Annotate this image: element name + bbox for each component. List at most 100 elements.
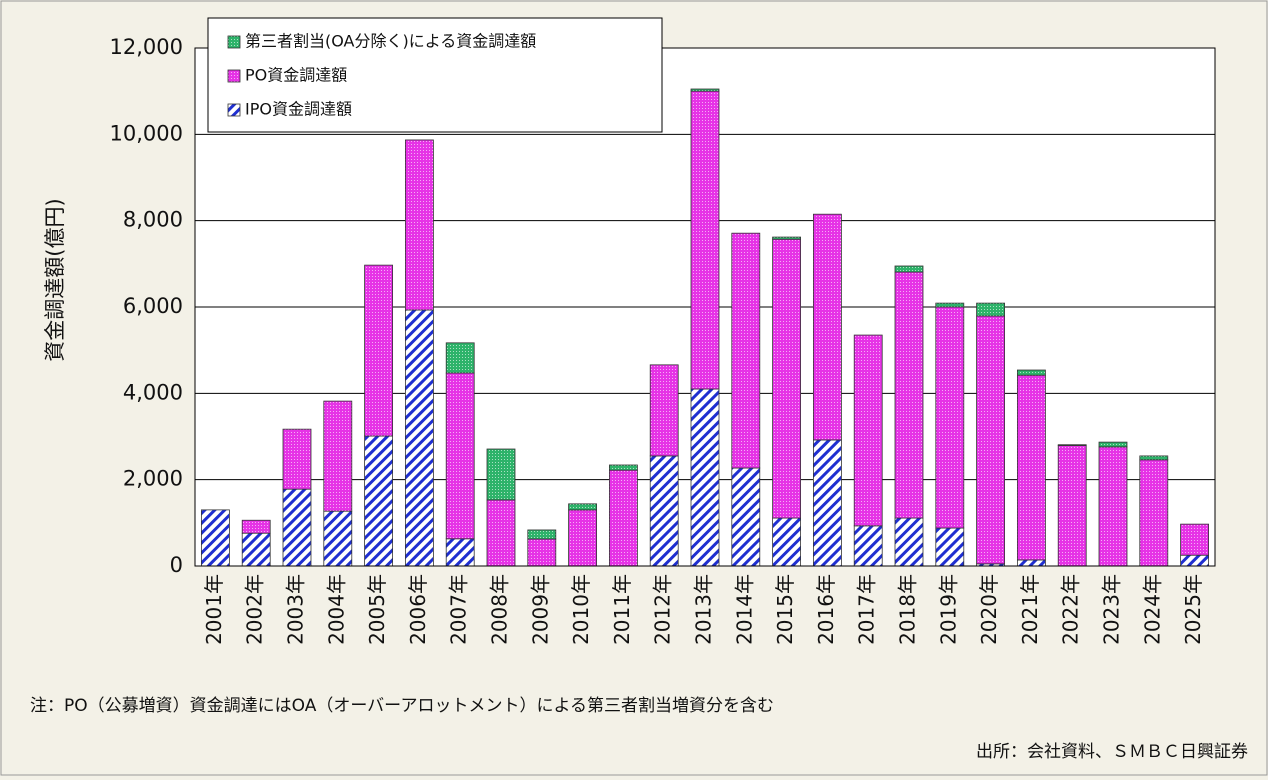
x-tick-label: 2015年 — [773, 574, 797, 645]
bar-segment — [609, 464, 638, 471]
y-axis-title: 資金調達額(億円) — [43, 198, 67, 361]
legend-swatch — [227, 35, 241, 49]
x-tick-label: 2021年 — [1018, 574, 1042, 645]
bar-segment — [649, 455, 679, 567]
bar-segment — [813, 439, 842, 567]
bar-segment — [731, 467, 761, 567]
y-tick-label: 8,000 — [123, 208, 183, 232]
y-tick-label: 0 — [170, 553, 183, 577]
bar-segment — [935, 302, 965, 308]
y-tick-label: 2,000 — [123, 467, 183, 491]
x-tick-label: 2006年 — [406, 574, 430, 645]
bar-segment — [976, 302, 1005, 317]
bar-segment — [323, 400, 353, 512]
x-tick-label: 2025年 — [1181, 574, 1205, 645]
plot-border — [194, 47, 1216, 567]
bar-segment — [568, 503, 597, 511]
bar-segment — [894, 517, 924, 567]
bar-segment — [486, 448, 516, 501]
bar-segment — [649, 364, 679, 457]
x-tick-label: 2004年 — [324, 574, 348, 645]
x-tick-label: 2007年 — [447, 574, 471, 645]
bar-segment — [200, 509, 230, 567]
bar-segment — [853, 525, 883, 567]
bar-segment — [935, 527, 965, 567]
x-tick-label: 2011年 — [610, 574, 634, 645]
x-tick-label: 2018年 — [896, 574, 920, 645]
bar-segment — [853, 334, 883, 527]
x-tick-label: 2012年 — [651, 574, 675, 645]
source: 出所：会社資料、ＳＭＢＣ日興証券 — [976, 742, 1248, 762]
bar-segment — [731, 232, 761, 469]
x-tick-label: 2001年 — [202, 574, 226, 645]
bar-segment — [282, 488, 312, 567]
bar-segment — [1180, 554, 1209, 567]
x-tick-label: 2016年 — [814, 574, 838, 645]
bar-segment — [568, 509, 597, 567]
bar-segment — [1057, 445, 1087, 567]
bar-segment — [1017, 369, 1046, 376]
x-tick-label: 2022年 — [1059, 574, 1083, 645]
legend-swatch — [227, 69, 241, 83]
bar-segment — [894, 271, 924, 519]
bar-segment — [1017, 374, 1046, 561]
bar-segment — [527, 538, 557, 567]
bar-segment — [445, 342, 475, 374]
bar-segment — [690, 88, 720, 92]
x-tick-label: 2010年 — [569, 574, 593, 645]
bar-segment — [1180, 523, 1209, 556]
bar-segment — [935, 306, 965, 529]
bar-segment — [364, 264, 394, 437]
legend-swatch — [227, 103, 241, 117]
bar-segment — [894, 265, 924, 273]
x-tick-label: 2023年 — [1100, 574, 1124, 645]
x-tick-label: 2009年 — [528, 574, 552, 645]
bar-segment — [404, 309, 434, 567]
x-tick-label: 2008年 — [488, 574, 512, 645]
bar-segment — [609, 469, 638, 567]
legend-label: PO資金調達額 — [245, 66, 347, 85]
bar-segment — [772, 236, 801, 240]
legend-label: IPO資金調達額 — [245, 100, 352, 119]
y-tick-label: 10,000 — [110, 121, 183, 145]
bar-segment — [445, 372, 475, 540]
bar-segment — [323, 510, 353, 567]
x-tick-label: 2019年 — [936, 574, 960, 645]
bar-segment — [445, 538, 475, 567]
bar-segment — [1098, 446, 1128, 567]
bar-segment — [1139, 459, 1169, 567]
x-tick-label: 2003年 — [284, 574, 308, 645]
x-tick-label: 2020年 — [977, 574, 1001, 645]
bar-segment — [241, 519, 271, 534]
note: 注：PO（公募増資）資金調達にはOA（オーバーアロットメント）による第三者割当増… — [30, 696, 774, 716]
y-tick-label: 12,000 — [110, 35, 183, 59]
x-tick-label: 2024年 — [1140, 574, 1164, 645]
x-tick-label: 2005年 — [365, 574, 389, 645]
y-tick-label: 4,000 — [123, 380, 183, 404]
x-tick-label: 2017年 — [855, 574, 879, 645]
bar-segment — [1139, 455, 1169, 461]
bar-segment — [690, 388, 720, 567]
bar-segment — [486, 499, 516, 567]
bar-segment — [690, 90, 720, 390]
y-tick-label: 6,000 — [123, 294, 183, 318]
x-tick-label: 2002年 — [243, 574, 267, 645]
bar-segment — [527, 529, 557, 540]
bar-segment — [772, 238, 801, 519]
x-tick-label: 2013年 — [692, 574, 716, 645]
bar-segment — [772, 517, 801, 567]
bar-segment — [976, 315, 1005, 565]
bar-segment — [364, 435, 394, 567]
legend-box — [207, 17, 663, 133]
bar-segment — [404, 139, 434, 311]
bar-segment — [1017, 559, 1046, 567]
bar-segment — [1098, 441, 1128, 448]
bar-segment — [282, 428, 312, 490]
legend-label: 第三者割当(OA分除く)による資金調達額 — [245, 32, 536, 51]
x-tick-label: 2014年 — [732, 574, 756, 645]
bar-segment — [813, 213, 842, 441]
bar-segment — [1057, 444, 1087, 446]
bar-segment — [241, 532, 271, 567]
